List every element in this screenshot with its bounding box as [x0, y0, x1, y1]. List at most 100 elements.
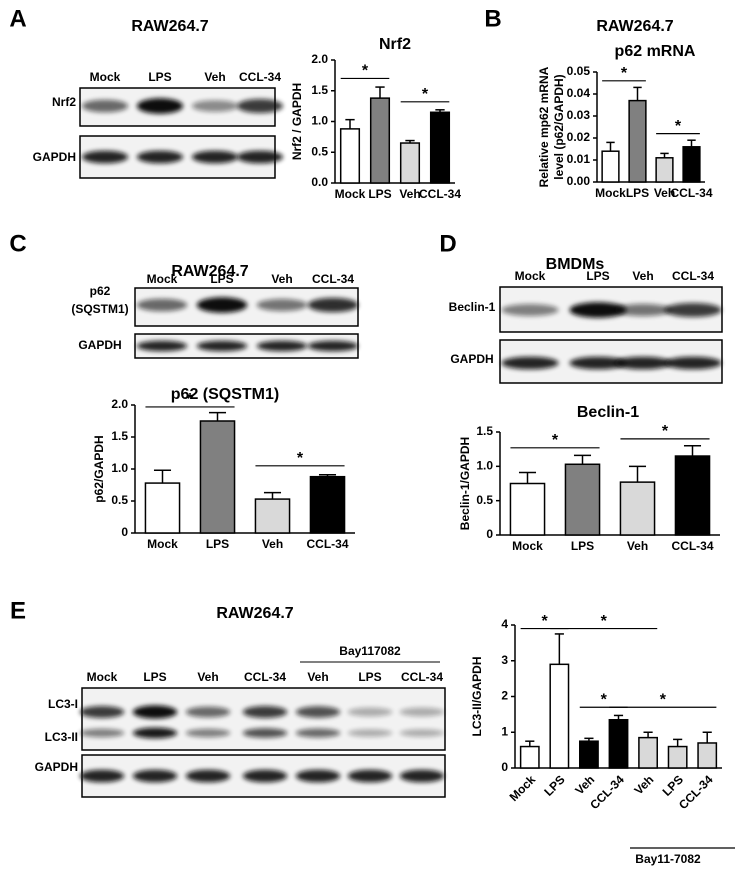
bar — [254, 498, 291, 534]
significance-star: * — [362, 63, 369, 80]
bar — [564, 463, 601, 536]
bar — [667, 745, 688, 769]
lane-label: Veh — [271, 272, 292, 286]
row-label: LC3-I — [48, 697, 78, 711]
chart-title: p62 (SQSTM1) — [171, 386, 279, 403]
blot-band — [79, 706, 125, 718]
y-tick-label: 2.0 — [111, 397, 128, 411]
panel-letter: B — [484, 5, 501, 32]
lane-label: LPS — [586, 269, 609, 283]
x-tick-label: CCL-34 — [670, 186, 712, 200]
significance-star: * — [660, 691, 667, 708]
significance-star: * — [662, 423, 669, 440]
lane-label: Mock — [147, 272, 178, 286]
y-tick-label: 0.5 — [476, 493, 493, 507]
x-tick-label: Veh — [262, 537, 283, 551]
blot-band — [185, 706, 231, 718]
blot-band — [81, 150, 129, 164]
blot-band — [307, 340, 359, 352]
blot-band — [664, 356, 722, 370]
bar — [579, 740, 599, 769]
lane-label: Mock — [90, 70, 121, 84]
y-axis-label: Relative mp62 mRNA — [537, 66, 551, 187]
x-tick-label: Veh — [654, 186, 675, 200]
blot-band — [132, 705, 178, 719]
bar — [199, 420, 236, 534]
bar — [674, 455, 711, 536]
bar — [519, 745, 540, 769]
bar — [399, 142, 421, 184]
lane-label: CCL-34 — [239, 70, 281, 84]
panel-letter: D — [439, 230, 456, 257]
blot-band — [399, 707, 445, 717]
x-tick-label: Mock — [512, 539, 543, 553]
blot-band — [185, 728, 231, 738]
y-tick-label: 0.5 — [111, 493, 128, 507]
x-tick-label: Veh — [399, 187, 420, 201]
y-axis-label: level (p62/GAPDH) — [552, 74, 566, 179]
bar — [309, 475, 346, 534]
blot-band — [185, 769, 231, 783]
bar — [619, 481, 656, 536]
bar — [144, 482, 181, 534]
blot-band — [242, 769, 288, 783]
blot-band — [256, 298, 308, 312]
bar — [509, 482, 546, 536]
y-tick-label: 1.5 — [311, 83, 328, 97]
x-tick-label: CCL-34 — [419, 187, 461, 201]
x-tick-label: Veh — [572, 772, 597, 797]
row-label: p62 — [90, 284, 111, 298]
blot-band — [136, 150, 184, 164]
row-label: GAPDH — [33, 150, 76, 164]
y-tick-label: 0.01 — [567, 152, 591, 166]
y-tick-label: 1 — [501, 724, 508, 738]
significance-star: * — [552, 432, 559, 449]
blot-band — [136, 340, 188, 352]
y-tick-label: 0.02 — [567, 130, 591, 144]
y-tick-label: 0.04 — [567, 86, 591, 100]
blot-band — [191, 100, 239, 112]
y-tick-label: 0 — [121, 525, 128, 539]
blot-band — [242, 706, 288, 718]
lane-label: Veh — [197, 670, 218, 684]
group-label: Bay11-7082 — [635, 852, 701, 866]
bar — [429, 111, 451, 184]
significance-star: * — [601, 613, 608, 630]
chart-title: Nrf2 — [379, 36, 411, 53]
blot-band — [132, 727, 178, 739]
x-tick-label: Veh — [631, 772, 656, 797]
row-label: Beclin-1 — [449, 300, 496, 314]
blot-band — [191, 150, 239, 164]
blot-band — [295, 706, 341, 718]
blot-band — [347, 729, 393, 737]
panel-letter: A — [9, 5, 26, 32]
x-tick-label: LPS — [571, 539, 594, 553]
lane-label: CCL-34 — [672, 269, 714, 283]
y-tick-label: 0.5 — [311, 144, 328, 158]
y-tick-label: 1.5 — [111, 429, 128, 443]
lane-label: Veh — [632, 269, 653, 283]
x-tick-label: CCL-34 — [306, 537, 348, 551]
blot-band — [256, 340, 308, 352]
x-tick-label: Veh — [627, 539, 648, 553]
y-tick-label: 1.0 — [476, 459, 493, 473]
y-tick-label: 3 — [501, 653, 508, 667]
x-tick-label: CCL-34 — [671, 539, 713, 553]
y-tick-label: 0.03 — [567, 108, 591, 122]
blot-band — [399, 769, 445, 783]
bar — [682, 146, 701, 183]
x-tick-label: Mock — [335, 187, 366, 201]
y-axis-label: Nrf2 / GAPDH — [290, 83, 304, 160]
blot-band — [236, 99, 284, 113]
bar — [601, 150, 620, 183]
y-tick-label: 0 — [486, 527, 493, 541]
blot-band — [79, 728, 125, 738]
row-label: (SQSTM1) — [71, 302, 128, 316]
y-axis-label: Beclin-1/GAPDH — [458, 437, 472, 530]
x-tick-label: CCL-34 — [676, 772, 716, 812]
x-tick-label: LPS — [368, 187, 391, 201]
panel-title: RAW264.7 — [171, 263, 248, 280]
blot-box — [81, 687, 446, 751]
bar — [638, 736, 658, 769]
